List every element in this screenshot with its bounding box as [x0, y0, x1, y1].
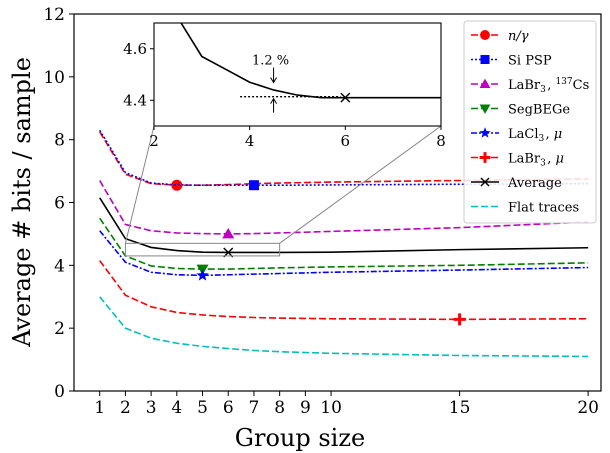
legend-label-2: LaBr3 , 137Cs	[508, 77, 589, 95]
x-tick-label: 6	[223, 398, 234, 418]
inset-y-tick-label: 4.6	[123, 40, 147, 58]
legend: n/γ Si PSP LaBr3 , 137Cs SegBEGe LaCl3 , μ La…	[463, 20, 597, 224]
inset-y-tick-label: 4.4	[123, 91, 147, 109]
series-line-7	[99, 296, 589, 358]
inset-x-tick-label: 8	[436, 132, 446, 150]
x-axis-title: Group size	[235, 424, 365, 452]
x-tick-label: 9	[300, 398, 311, 418]
y-tick-label: 8	[54, 131, 65, 151]
legend-marker-5	[479, 152, 491, 163]
legend-marker-1	[480, 55, 490, 64]
series-marker-0	[171, 179, 183, 191]
x-tick-label: 8	[274, 398, 285, 418]
inset-average-marker	[340, 92, 351, 103]
x-tick-label: 2	[120, 398, 131, 418]
annotation-arrow-down	[270, 67, 278, 84]
legend-marker-2	[479, 78, 491, 89]
zoom-connector-right	[279, 125, 442, 244]
zoom-region-box	[124, 242, 281, 257]
inset-frame	[153, 22, 442, 127]
legend-marker-6	[480, 177, 490, 187]
legend-label-0: n/γ	[508, 29, 529, 44]
y-tick-label: 2	[54, 319, 65, 339]
y-axis-title: Average # bits / sample	[8, 57, 36, 348]
legend-marker-4	[479, 127, 491, 138]
x-tick-label: 20	[577, 398, 599, 418]
legend-marker-0	[480, 30, 490, 40]
inset-x-tick-label: 2	[149, 132, 159, 150]
series-line-5	[99, 260, 589, 321]
legend-label-7: Flat traces	[508, 201, 579, 216]
x-tick-label: 7	[249, 398, 260, 418]
legend-label-6: Average	[507, 176, 562, 191]
annotation-arrow-up	[270, 97, 278, 113]
y-tick-label: 6	[54, 194, 65, 214]
inset-average-line	[180, 23, 441, 99]
series-line-3	[99, 217, 589, 270]
legend-label-4: LaCl3 , μ	[508, 127, 562, 144]
y-tick-label: 10	[43, 68, 65, 88]
x-tick-label: 10	[320, 398, 342, 418]
legend-marker-3	[479, 104, 491, 114]
series-line-4	[99, 230, 589, 277]
legend-label-1: Si PSP	[508, 54, 552, 69]
series-line-0	[99, 131, 589, 187]
y-tick-label: 12	[43, 5, 65, 25]
series-marker-1	[248, 180, 259, 191]
annotation-label: 1.2 %	[252, 54, 289, 69]
inset-plot: 1.2 % 2 4 6 8 4.4 4.6	[123, 22, 446, 150]
y-tick-label: 0	[54, 382, 65, 402]
legend-box	[463, 20, 597, 224]
zoom-indicator	[124, 125, 442, 257]
legend-label-5: LaBr3 , μ	[508, 152, 564, 169]
x-tick-label: 15	[449, 398, 471, 418]
y-tick-label: 4	[54, 256, 65, 276]
x-tick-label: 3	[146, 398, 157, 418]
inset-x-tick-label: 6	[341, 132, 351, 150]
series-marker-4	[196, 268, 209, 281]
x-tick-label: 1	[94, 398, 105, 418]
legend-label-3: SegBEGe	[508, 103, 570, 118]
inset-x-tick-label: 4	[245, 132, 255, 150]
inset-background	[154, 23, 441, 126]
x-tick-label: 5	[197, 398, 208, 418]
x-tick-label: 4	[171, 398, 182, 418]
zoom-connector-left	[124, 125, 155, 244]
series-line-1	[99, 129, 589, 187]
series-marker-5	[453, 313, 466, 326]
series-marker-2	[222, 227, 235, 239]
